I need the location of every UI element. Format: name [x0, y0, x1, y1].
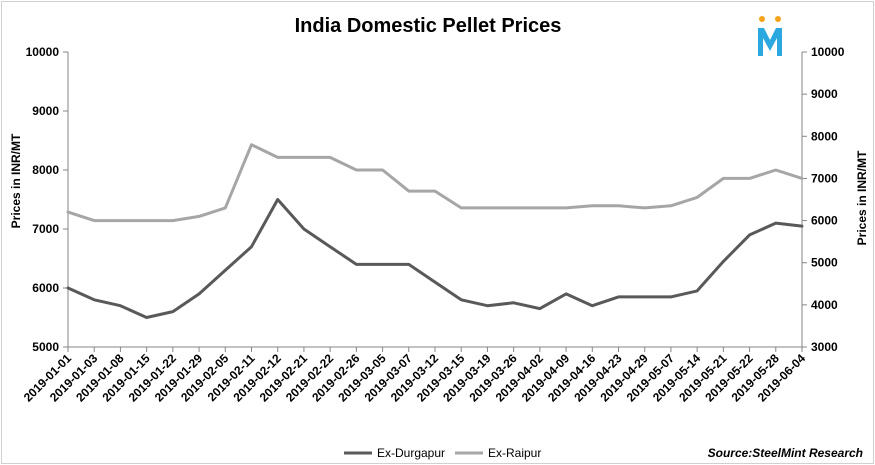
steelmint-logo [758, 16, 782, 56]
chart-title: India Domestic Pellet Prices [295, 15, 562, 37]
series-line-ex-raipur [66, 143, 804, 223]
left-tick-label: 6000 [32, 281, 59, 295]
right-axis-label: Prices in INR/MT [855, 150, 869, 245]
right-tick-label: 6000 [811, 214, 838, 228]
right-tick-label: 5000 [811, 256, 838, 270]
series-lines [66, 143, 804, 319]
series-line-ex-durgapur [66, 198, 804, 319]
right-tick-label: 8000 [811, 129, 838, 143]
right-tick-label: 10000 [811, 45, 845, 59]
logo-dot-right [775, 16, 781, 22]
legend: Ex-Durgapur Ex-Raipur [344, 446, 541, 460]
right-tick-label: 9000 [811, 87, 838, 101]
left-tick-label: 9000 [32, 104, 59, 118]
left-axis-label: Prices in INR/MT [9, 133, 23, 228]
left-tick-label: 8000 [32, 163, 59, 177]
left-axis-ticks: 5000 6000 7000 8000 9000 10000 [26, 45, 68, 354]
left-tick-label: 7000 [32, 222, 59, 236]
left-tick-label: 10000 [26, 45, 60, 59]
source-note: Source:SteelMint Research [708, 446, 863, 460]
right-axis-ticks: 3000 4000 5000 6000 7000 8000 9000 10000 [802, 45, 845, 354]
logo-m-mark [758, 28, 782, 56]
x-axis-ticks: 2019-01-012019-01-032019-01-082019-01-15… [21, 347, 808, 405]
logo-dot-left [759, 16, 765, 22]
legend-label-ex-raipur: Ex-Raipur [488, 446, 541, 460]
legend-label-ex-durgapur: Ex-Durgapur [377, 446, 445, 460]
right-tick-label: 3000 [811, 340, 838, 354]
right-tick-label: 7000 [811, 171, 838, 185]
right-tick-label: 4000 [811, 298, 838, 312]
left-tick-label: 5000 [32, 340, 59, 354]
